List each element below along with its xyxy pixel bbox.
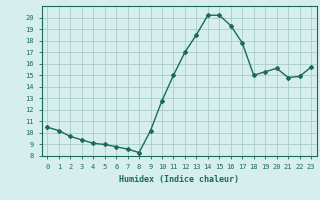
X-axis label: Humidex (Indice chaleur): Humidex (Indice chaleur) (119, 175, 239, 184)
